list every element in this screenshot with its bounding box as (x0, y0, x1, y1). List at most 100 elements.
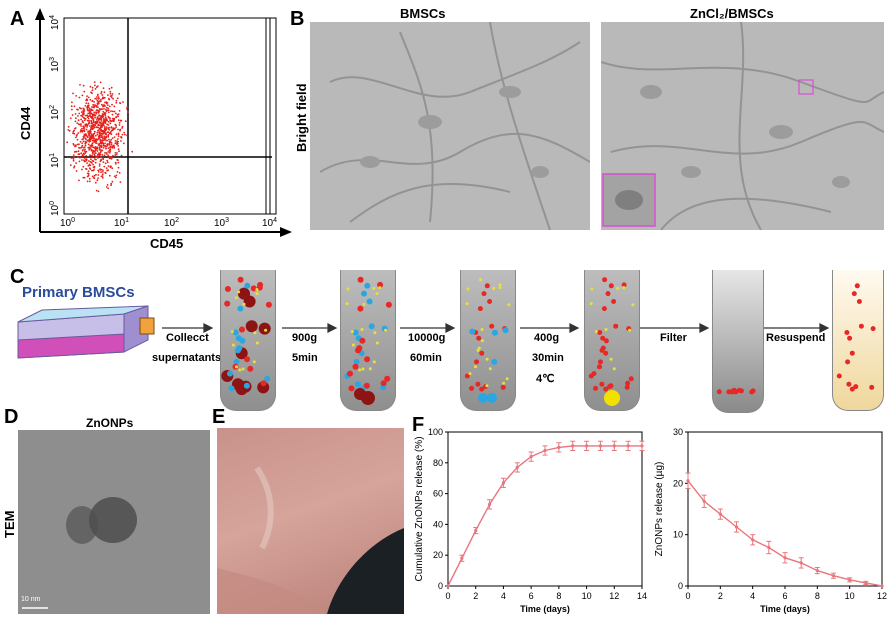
scatter-event (117, 113, 120, 115)
tube-particle (590, 287, 594, 291)
data-point (880, 584, 884, 588)
tube-particle (846, 381, 852, 387)
data-point (543, 448, 547, 453)
zncl2-micrograph (601, 22, 884, 230)
scatter-event (109, 122, 112, 125)
tube-particle (357, 276, 364, 283)
scatter-event (98, 108, 101, 110)
scatter-event (102, 147, 105, 149)
scatter-event (87, 117, 90, 120)
scatter-event (112, 97, 114, 100)
scatter-event (85, 123, 88, 125)
x-tick-label: 6 (782, 591, 787, 601)
tube-particle (498, 286, 502, 290)
tube-particle (591, 371, 597, 377)
scatter-event (112, 154, 114, 157)
scatter-event (87, 134, 90, 136)
scatter-event (119, 102, 121, 104)
step-10000g-l1: 10000g (408, 332, 446, 344)
bmscs-title: BMSCs (400, 6, 446, 21)
scatter-event (102, 110, 105, 113)
tube-particle (608, 383, 614, 389)
scatter-event (88, 177, 91, 180)
scatter-event (105, 152, 108, 154)
tube-particle (477, 306, 483, 312)
scatter-event (96, 118, 98, 121)
scatter-event (116, 143, 118, 146)
data-point (487, 502, 492, 506)
scatter-event (102, 171, 104, 173)
y-tick-label: 0 (678, 581, 683, 591)
tube-particle (870, 326, 876, 332)
step-900g-l1: 900g (292, 332, 318, 344)
scatter-event (100, 103, 103, 106)
scatter-event (115, 153, 118, 156)
scatter-event (107, 109, 110, 112)
tube-particle (384, 328, 388, 332)
scatter-event (83, 136, 85, 139)
scatter-event (115, 101, 118, 104)
scatter-event (87, 143, 90, 146)
scatter-event (90, 149, 93, 152)
scatter-event (87, 165, 90, 167)
scatter-event (84, 160, 86, 163)
scatter-event (101, 126, 103, 129)
scatter-event (76, 122, 79, 125)
tube-particle (368, 367, 372, 371)
tube-particle (853, 384, 859, 390)
scatter-event (99, 115, 102, 117)
scatter-event (79, 147, 81, 149)
tube-particle (237, 290, 241, 294)
tube-particle (377, 281, 384, 288)
scatter-event (81, 120, 84, 123)
scatter-event (90, 91, 92, 94)
scatter-event (96, 131, 99, 134)
scatter-event (90, 136, 93, 139)
scatter-event (91, 100, 94, 102)
tube-particle (491, 358, 498, 365)
scatter-event (99, 141, 102, 143)
scatter-event (117, 138, 119, 140)
scatter-event (115, 126, 117, 129)
scatter-event (126, 106, 129, 108)
scatter-event (82, 176, 85, 179)
scatter-event (115, 124, 117, 127)
tube-particle (244, 282, 251, 289)
tube-particle (361, 290, 367, 297)
scatter-event (78, 112, 81, 115)
scatter-event (78, 106, 81, 109)
scatter-event (70, 105, 73, 108)
scatter-event (117, 159, 119, 162)
scatter-event (95, 126, 98, 129)
xtick-4: 104 (262, 217, 277, 229)
data-point (815, 569, 819, 573)
scatter-event (126, 107, 128, 110)
scatter-event (95, 142, 98, 145)
tube-particle (599, 381, 605, 387)
scatter-event (96, 133, 99, 136)
tube-particle (239, 337, 246, 344)
workflow-arrows (162, 323, 830, 333)
scatter-event (88, 160, 90, 162)
scatter-event (89, 85, 92, 88)
tube-particle (481, 291, 487, 297)
scatter-event (120, 136, 122, 138)
scatter-event (98, 163, 101, 166)
scatter-event (82, 125, 85, 128)
scatter-event (77, 150, 80, 153)
tube-particle (489, 323, 495, 329)
scatter-event (75, 95, 78, 97)
tube-particle (351, 343, 355, 347)
scatter-event (89, 98, 92, 101)
scatter-event (93, 114, 96, 117)
scatter-event (108, 138, 110, 141)
scatter-event (93, 81, 96, 83)
tube-particle (856, 299, 862, 304)
scatter-event (111, 110, 114, 113)
scatter-event (105, 108, 107, 111)
tube-particle (234, 296, 238, 300)
scatter-event (91, 159, 94, 162)
ytick-0: 100 (49, 201, 61, 216)
scatter-event (102, 96, 104, 99)
tube-particle (250, 285, 257, 292)
